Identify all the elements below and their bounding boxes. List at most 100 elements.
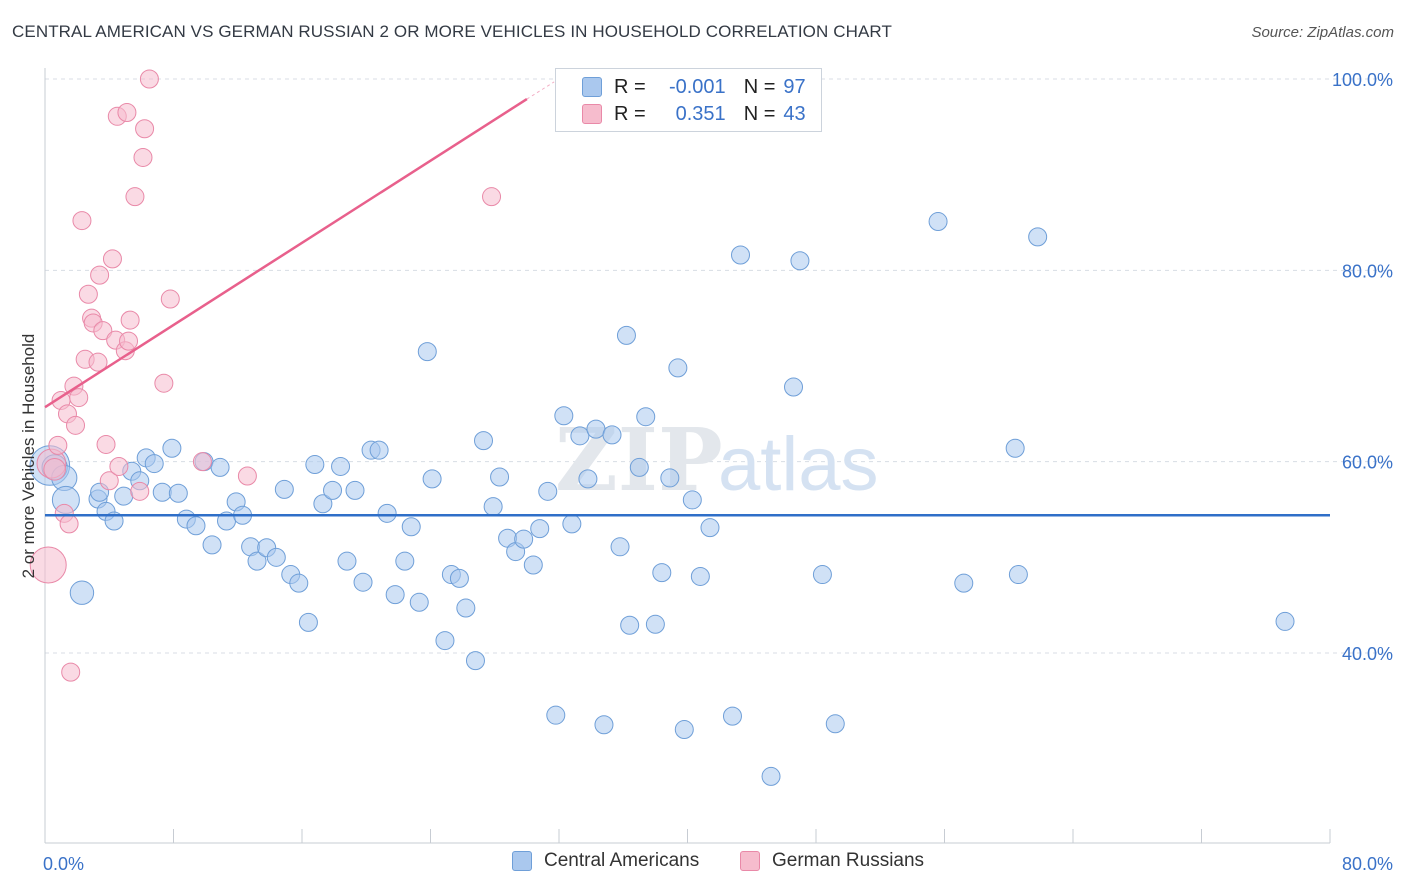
data-points	[29, 69, 1295, 786]
point-german-russian	[72, 211, 92, 231]
point-central-american	[401, 517, 421, 537]
point-german-russian	[154, 373, 174, 393]
point-central-american	[456, 598, 476, 618]
legend-row-german-russians: R = 0.351 N = 43	[556, 101, 806, 127]
point-central-american	[636, 407, 656, 427]
point-central-american	[168, 483, 188, 503]
point-german-russian	[119, 331, 139, 351]
point-central-american	[474, 431, 494, 451]
point-central-american	[790, 251, 810, 271]
point-central-american	[483, 497, 503, 517]
point-central-american	[610, 537, 630, 557]
point-central-american	[247, 551, 267, 571]
point-central-american	[602, 425, 622, 445]
point-central-american	[722, 706, 742, 726]
point-central-american	[202, 535, 222, 555]
y-tick-label: 100.0%	[1332, 70, 1393, 90]
point-central-american	[554, 406, 574, 426]
point-central-american	[594, 715, 614, 735]
legend-n-label: N =	[743, 102, 776, 125]
series-german-russians	[29, 69, 502, 682]
point-german-russian	[192, 452, 212, 472]
legend-n-value: 97	[783, 75, 806, 98]
point-german-russian	[88, 352, 108, 372]
point-central-american	[345, 480, 365, 500]
grid-lines	[45, 78, 1392, 654]
point-central-american	[652, 563, 672, 583]
source-label: Source: ZipAtlas.com	[1251, 24, 1394, 41]
legend-label-german-russians: German Russians	[772, 850, 925, 871]
point-central-american	[546, 705, 566, 725]
y-tick-label: 80.0%	[1342, 261, 1393, 281]
point-central-american	[530, 519, 550, 539]
point-central-american	[305, 455, 325, 475]
point-central-american	[465, 651, 485, 671]
point-central-american	[1005, 438, 1025, 458]
legend-n-value: 43	[783, 102, 806, 125]
point-central-american	[578, 469, 598, 489]
point-german-russian	[99, 471, 119, 491]
point-central-american	[954, 573, 974, 593]
point-central-american	[266, 547, 286, 567]
point-central-american	[422, 469, 442, 489]
legend-swatch-pink	[740, 851, 760, 871]
point-central-american	[417, 342, 437, 362]
point-german-russian	[125, 187, 145, 207]
trend-lines	[44, 81, 1330, 517]
point-central-american	[274, 479, 294, 499]
point-german-russian	[237, 466, 257, 486]
legend-n-label: N =	[743, 75, 776, 98]
point-central-american	[144, 454, 164, 474]
point-central-american	[645, 614, 665, 634]
point-central-american	[395, 551, 415, 571]
point-central-american	[323, 480, 343, 500]
point-central-american	[186, 516, 206, 536]
point-central-american	[152, 482, 172, 502]
point-german-russian	[135, 119, 155, 139]
point-central-american	[162, 438, 182, 458]
series-legend: Central Americans German Russians	[0, 850, 1406, 878]
point-german-russian	[482, 187, 502, 207]
point-german-russian	[139, 69, 159, 89]
point-german-russian	[66, 415, 86, 435]
point-central-american	[825, 714, 845, 734]
point-central-american	[114, 486, 134, 506]
point-central-american	[1008, 565, 1028, 585]
legend-r-label: R =	[614, 102, 646, 125]
point-central-american	[668, 358, 688, 378]
point-german-russian	[102, 249, 122, 269]
point-german-russian	[29, 546, 67, 584]
trend-line-german-russians	[44, 98, 528, 409]
x-tick-label: 80.0%	[1342, 854, 1393, 874]
point-central-american	[331, 456, 351, 476]
point-central-american	[1028, 227, 1048, 247]
legend-label-central-americans: Central Americans	[544, 850, 700, 871]
point-central-american	[490, 467, 510, 487]
point-german-russian	[69, 388, 89, 408]
point-german-russian	[48, 435, 68, 455]
x-tick-label: 0.0%	[43, 854, 84, 874]
point-central-american	[69, 580, 95, 605]
legend-swatch-pink	[582, 104, 602, 124]
point-central-american	[562, 514, 582, 534]
correlation-legend: R = -0.001 N = 97 R = 0.351 N = 43	[555, 68, 822, 132]
watermark-atlas: atlas	[718, 422, 879, 507]
y-axis-title: 2 or more Vehicles in Household	[19, 334, 38, 579]
legend-swatch-blue	[582, 77, 602, 97]
point-central-american	[385, 585, 405, 605]
chart-title: CENTRAL AMERICAN VS GERMAN RUSSIAN 2 OR …	[12, 22, 892, 41]
point-german-russian	[59, 514, 79, 534]
point-german-russian	[61, 662, 81, 682]
point-german-russian	[96, 434, 116, 454]
point-central-american	[298, 612, 318, 632]
point-german-russian	[117, 102, 137, 122]
axis-labels: 40.0% 60.0% 80.0% 100.0% 0.0% 80.0% 2 or more …	[19, 70, 1393, 874]
point-german-russian	[160, 289, 180, 309]
legend-row-central-americans: R = -0.001 N = 97	[556, 74, 806, 100]
point-german-russian	[130, 481, 150, 501]
legend-r-label: R =	[614, 75, 646, 98]
point-central-american	[629, 457, 649, 477]
point-german-russian	[78, 284, 98, 304]
point-german-russian	[120, 310, 140, 330]
